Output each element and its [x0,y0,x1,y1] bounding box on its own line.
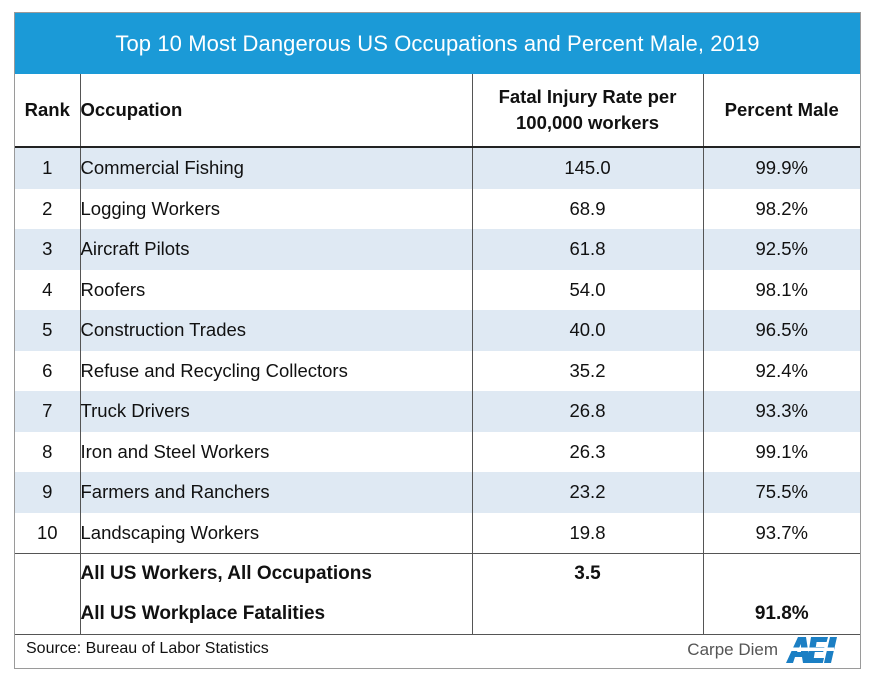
cell-rank: 6 [15,350,80,391]
header-rate-line2: 100,000 workers [516,112,659,133]
summary-row: All US Workplace Fatalities 91.8% [15,594,860,635]
table-row: 7 Truck Drivers 26.8 93.3% [15,391,860,432]
cell-rank: 3 [15,229,80,270]
cell-occupation: All US Workplace Fatalities [79,594,472,635]
cell-rate [471,594,703,635]
cell-occupation: Landscaping Workers [79,512,472,554]
cell-rank: 1 [15,147,80,189]
header-rank: Rank [15,74,80,148]
cell-percent-male: 93.3% [702,391,860,432]
footer: Source: Bureau of Labor Statistics Carpe… [15,632,860,668]
aei-logo-icon [784,637,837,663]
cell-rank: 8 [15,431,80,472]
table-row: 1 Commercial Fishing 145.0 99.9% [15,147,860,189]
table-frame: Top 10 Most Dangerous US Occupations and… [14,12,861,669]
cell-rate: 54.0 [471,269,703,310]
header-rate-line1: Fatal Injury Rate per [498,86,677,107]
cell-rank: 5 [15,310,80,351]
cell-rank [15,553,80,594]
cell-rank: 7 [15,391,80,432]
cell-percent-male: 99.1% [702,431,860,472]
header-row: Rank Occupation Fatal Injury Rate per 10… [15,74,860,148]
table-row: 10 Landscaping Workers 19.8 93.7% [15,512,860,554]
cell-percent-male: 75.5% [702,472,860,513]
cell-percent-male: 96.5% [702,310,860,351]
cell-percent-male: 98.1% [702,269,860,310]
cell-rank: 9 [15,472,80,513]
cell-occupation: All US Workers, All Occupations [79,553,472,594]
cell-rate: 19.8 [471,512,703,554]
cell-occupation: Truck Drivers [79,391,472,432]
cell-percent-male: 92.5% [702,229,860,270]
source-note: Source: Bureau of Labor Statistics [26,640,269,657]
cell-rate: 35.2 [471,350,703,391]
header-percent-male: Percent Male [702,74,860,148]
cell-percent-male [702,553,860,594]
table-row: 9 Farmers and Ranchers 23.2 75.5% [15,472,860,513]
cell-rate: 23.2 [471,472,703,513]
cell-rank: 10 [15,512,80,554]
cell-rank [15,594,80,635]
cell-occupation: Refuse and Recycling Collectors [79,350,472,391]
brand: Carpe Diem [687,635,844,665]
cell-percent-male: 93.7% [702,512,860,554]
table-title: Top 10 Most Dangerous US Occupations and… [15,13,860,74]
data-table: Rank Occupation Fatal Injury Rate per 10… [15,74,860,635]
cell-rank: 2 [15,188,80,229]
cell-occupation: Farmers and Ranchers [79,472,472,513]
table-row: 8 Iron and Steel Workers 26.3 99.1% [15,431,860,472]
cell-occupation: Iron and Steel Workers [79,431,472,472]
cell-rate: 3.5 [471,553,703,594]
table-row: 4 Roofers 54.0 98.1% [15,269,860,310]
cell-rate: 61.8 [471,229,703,270]
cell-rate: 40.0 [471,310,703,351]
table-row: 3 Aircraft Pilots 61.8 92.5% [15,229,860,270]
table-row: 5 Construction Trades 40.0 96.5% [15,310,860,351]
header-occupation: Occupation [79,74,472,148]
cell-percent-male: 98.2% [702,188,860,229]
cell-rate: 145.0 [471,147,703,189]
cell-occupation: Commercial Fishing [79,147,472,189]
cell-occupation: Aircraft Pilots [79,229,472,270]
table-body: 1 Commercial Fishing 145.0 99.9% 2 Logging Wo… [15,147,860,635]
cell-percent-male: 99.9% [702,147,860,189]
cell-rate: 26.8 [471,391,703,432]
cell-occupation: Logging Workers [79,188,472,229]
cell-rank: 4 [15,269,80,310]
cell-occupation: Roofers [79,269,472,310]
cell-percent-male: 92.4% [702,350,860,391]
table-row: 2 Logging Workers 68.9 98.2% [15,188,860,229]
cell-percent-male: 91.8% [702,594,860,635]
cell-occupation: Construction Trades [79,310,472,351]
summary-row: All US Workers, All Occupations 3.5 [15,553,860,594]
table-row: 6 Refuse and Recycling Collectors 35.2 92.4… [15,350,860,391]
cell-rate: 26.3 [471,431,703,472]
cell-rate: 68.9 [471,188,703,229]
header-rate: Fatal Injury Rate per 100,000 workers [471,74,703,148]
brand-text: Carpe Diem [687,640,778,659]
